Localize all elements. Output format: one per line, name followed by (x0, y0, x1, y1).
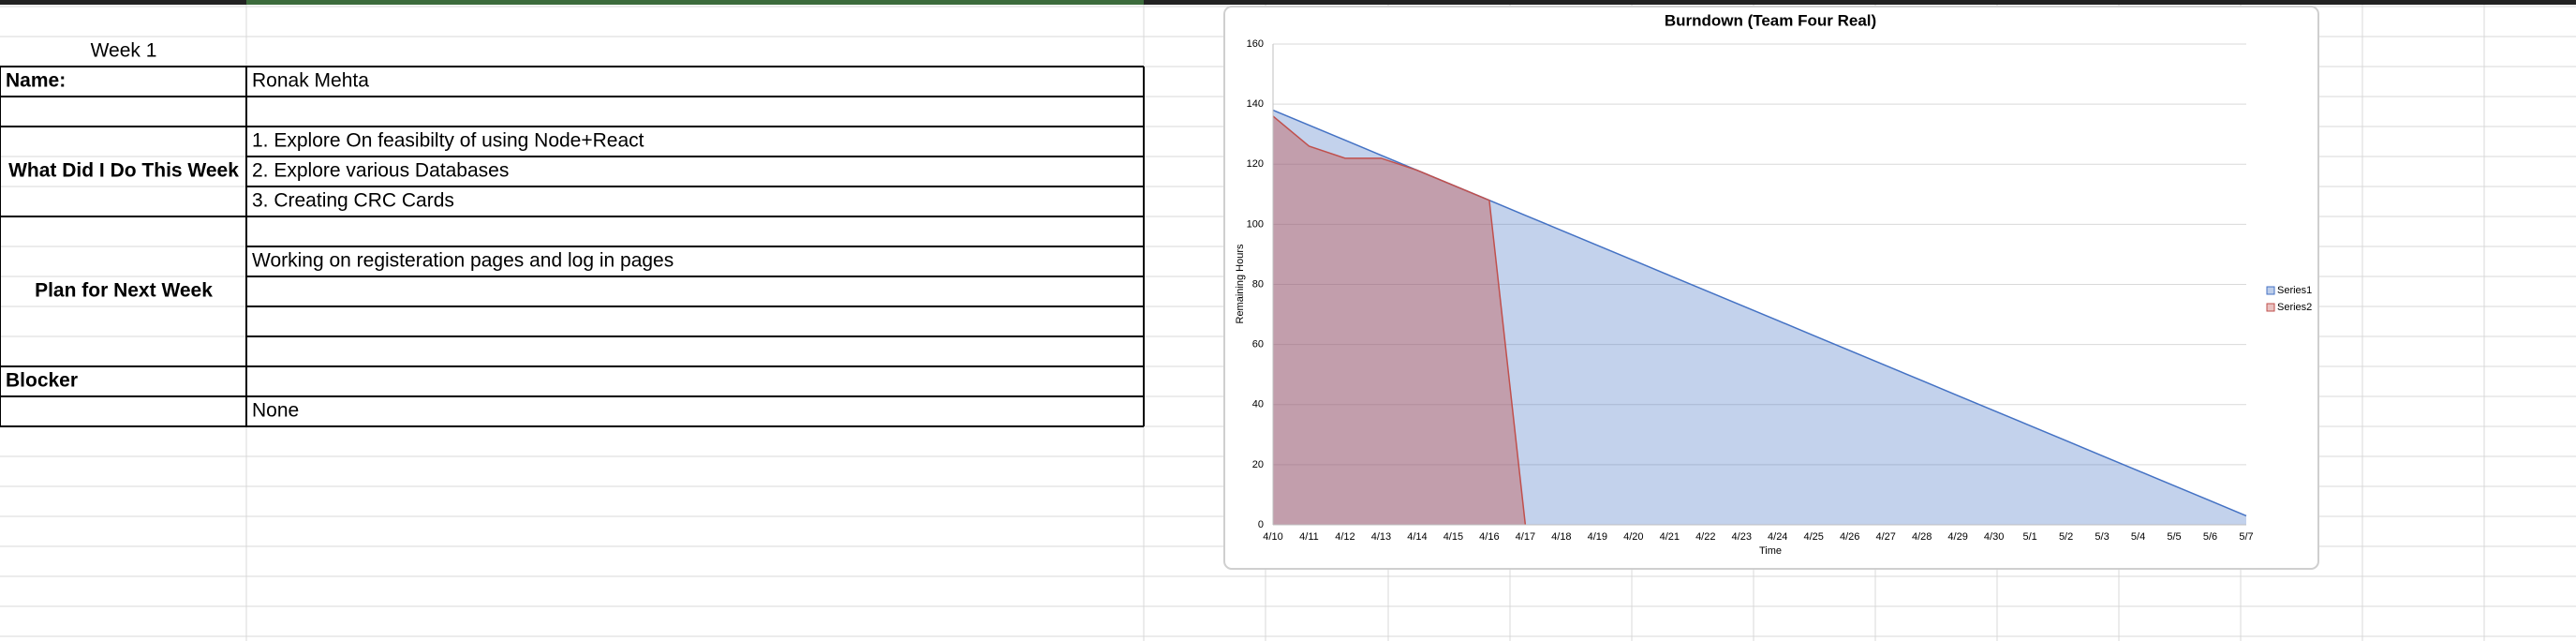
y-tick-label: 160 (1247, 38, 1264, 50)
top-bar (0, 0, 2576, 5)
x-tick-label: 4/27 (1875, 531, 1895, 543)
x-tick-label: 4/15 (1443, 531, 1463, 543)
x-tick-label: 5/2 (2059, 531, 2073, 543)
x-tick-label: 4/22 (1695, 531, 1715, 543)
selected-column-bar (246, 0, 1144, 5)
x-axis-label: Time (1759, 545, 1782, 557)
blocker: None (252, 400, 299, 422)
x-tick-label: 4/19 (1588, 531, 1607, 543)
y-tick-label: 100 (1247, 218, 1264, 230)
y-tick-label: 40 (1252, 399, 1264, 410)
x-tick-label: 4/17 (1516, 531, 1535, 543)
x-tick-label: 4/18 (1551, 531, 1571, 543)
x-tick-label: 4/28 (1912, 531, 1932, 543)
plan-label: Plan for Next Week (35, 280, 213, 302)
area (1273, 110, 2246, 525)
y-tick-label: 60 (1252, 339, 1264, 350)
x-tick-label: 4/29 (1947, 531, 1967, 543)
x-tick-label: 5/5 (2167, 531, 2181, 543)
x-tick-label: 5/3 (2095, 531, 2109, 543)
done-item: 2. Explore various Databases (252, 160, 509, 182)
legend-label: Series1 (2277, 285, 2312, 296)
x-tick-label: 4/12 (1335, 531, 1355, 543)
x-tick-label: 4/24 (1768, 531, 1787, 543)
y-tick-label: 140 (1247, 98, 1264, 110)
y-tick-label: 80 (1252, 278, 1264, 290)
plan-item: Working on registeration pages and log i… (252, 250, 674, 272)
x-tick-label: 4/26 (1840, 531, 1859, 543)
x-tick-label: 4/21 (1660, 531, 1680, 543)
x-tick-label: 4/23 (1732, 531, 1752, 543)
x-tick-label: 4/10 (1263, 531, 1282, 543)
week-label: Week 1 (91, 40, 157, 62)
x-tick-label: 5/6 (2203, 531, 2217, 543)
name: Ronak Mehta (252, 70, 369, 92)
x-tick-label: 4/14 (1407, 531, 1427, 543)
done-item: 1. Explore On feasibilty of using Node+R… (252, 130, 644, 152)
chart-frame (1223, 6, 2319, 570)
y-tick-label: 20 (1252, 459, 1264, 470)
x-tick-label: 5/1 (2022, 531, 2036, 543)
x-tick-label: 5/4 (2131, 531, 2145, 543)
blocker-label: Blocker (6, 370, 78, 392)
line (1272, 115, 1527, 526)
x-tick-label: 4/16 (1479, 531, 1499, 543)
x-tick-label: 4/13 (1371, 531, 1391, 543)
area (1273, 115, 1526, 525)
done-item: 3. Creating CRC Cards (252, 190, 454, 212)
legend-swatch (2266, 286, 2275, 295)
legend-label: Series2 (2277, 302, 2312, 313)
name-label: Name: (6, 70, 66, 92)
y-axis-label: Remaining Hours (1235, 244, 1246, 323)
done-label: What Did I Do This Week (8, 160, 239, 182)
y-tick-label: 0 (1258, 519, 1264, 530)
x-tick-label: 5/7 (2239, 531, 2253, 543)
table-borders (0, 66, 1145, 427)
legend-swatch (2266, 303, 2275, 312)
x-tick-label: 4/20 (1623, 531, 1643, 543)
chart-title: Burndown (Team Four Real) (1665, 11, 1876, 29)
y-tick-label: 120 (1247, 158, 1264, 170)
x-tick-label: 4/25 (1804, 531, 1824, 543)
x-tick-label: 4/30 (1984, 531, 2004, 543)
x-tick-label: 4/11 (1299, 531, 1319, 543)
